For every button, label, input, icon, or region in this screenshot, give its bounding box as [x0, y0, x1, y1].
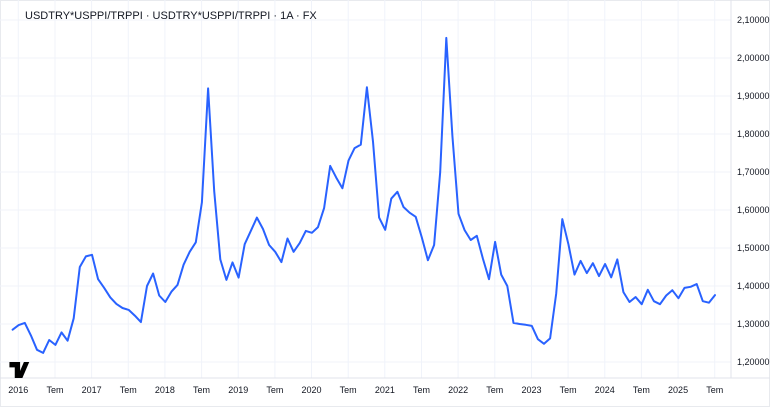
tradingview-logo[interactable] [9, 362, 35, 378]
time-tick-label-year: 2024 [594, 385, 615, 395]
time-tick-label-month: Tem [632, 385, 650, 395]
time-tick-label-year: 2022 [448, 385, 469, 395]
price-tick-label: 1,30000 [737, 318, 770, 329]
time-tick-label-year: 2019 [228, 385, 249, 395]
price-tick-label: 2,00000 [737, 52, 770, 63]
price-line-series[interactable] [11, 36, 716, 354]
symbol-legend[interactable]: USDTRY*USPPI/TRPPI · USDTRY*USPPI/TRPPI … [25, 10, 317, 22]
price-tick-label: 1,20000 [737, 356, 770, 367]
time-tick-label-year: 2018 [154, 385, 175, 395]
time-tick-label-month: Tem [559, 385, 577, 395]
price-tick-label: 2,10000 [737, 14, 770, 25]
axis-border-lines [0, 0, 770, 379]
time-tick-label-month: Tem [266, 385, 284, 395]
tradingview-logo-mark [9, 362, 30, 378]
time-tick-label-month: Tem [339, 385, 357, 395]
price-tick-label: 1,70000 [737, 166, 770, 177]
time-tick-label-year: 2017 [81, 385, 102, 395]
price-axis[interactable]: 2,10000 2,00000 1,90000 1,80000 1,70000 1,600… [731, 0, 770, 378]
time-tick-label-year: 2023 [521, 385, 542, 395]
time-tick-label-month: Tem [412, 385, 430, 395]
price-tick-label: 1,40000 [737, 280, 770, 291]
time-tick-label-year: 2016 [8, 385, 29, 395]
time-tick-label-year: 2025 [668, 385, 689, 395]
time-tick-label-year: 2020 [301, 385, 322, 395]
time-tick-label-month: Tem [119, 385, 137, 395]
time-tick-label-month: Tem [706, 385, 724, 395]
price-tick-label: 1,50000 [737, 242, 770, 253]
time-tick-label-month: Tem [486, 385, 504, 395]
time-tick-label-month: Tem [193, 385, 211, 395]
time-axis[interactable]: 2016 Tem 2017 Tem 2018 Tem 2019 Tem 2020 Tem 2021 T… [0, 378, 731, 407]
price-tick-label: 1,90000 [737, 90, 770, 101]
time-tick-label-month: Tem [46, 385, 64, 395]
grid-lines [0, 0, 731, 378]
price-tick-label: 1,60000 [737, 204, 770, 215]
price-tick-label: 1,80000 [737, 128, 770, 139]
time-tick-label-year: 2021 [374, 385, 395, 395]
